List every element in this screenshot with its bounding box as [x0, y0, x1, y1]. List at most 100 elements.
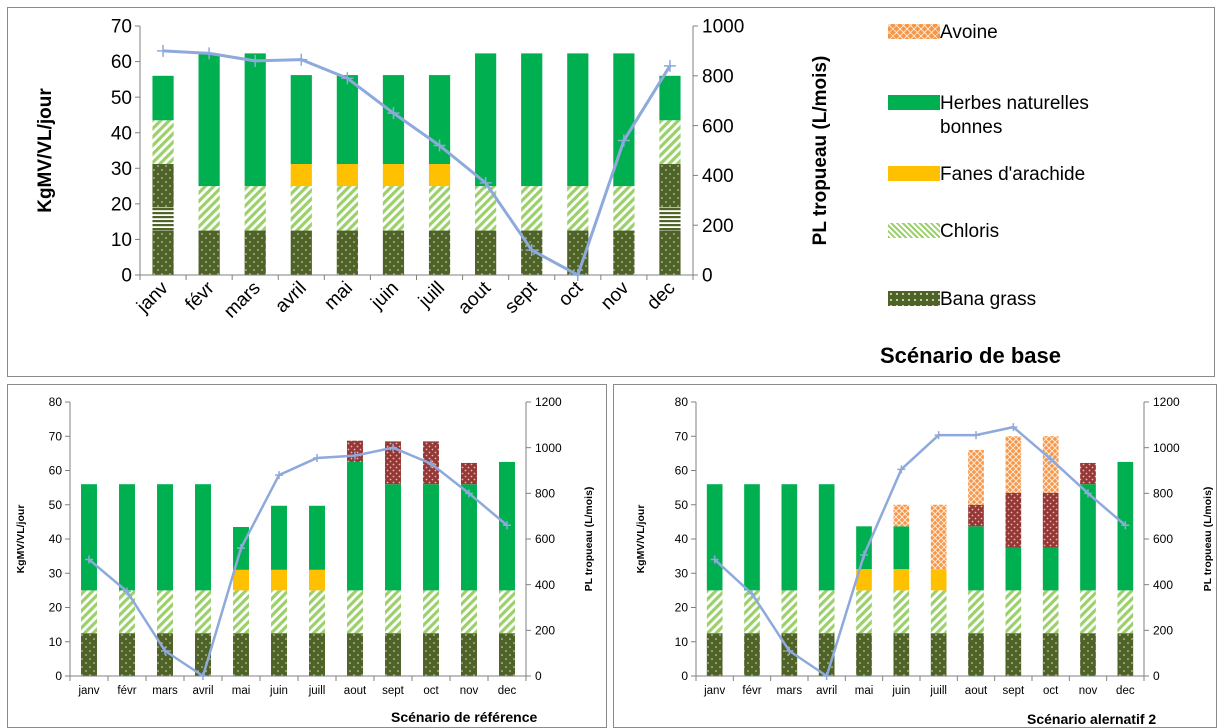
bar-segment-avoine: [968, 449, 984, 505]
line-point: [85, 555, 93, 564]
bar-segment-herbes: [893, 526, 910, 570]
bar-segment-bana: [423, 633, 439, 676]
bar-segment-chloris: [968, 590, 984, 634]
bar-segment-bana: [706, 633, 723, 676]
y2-tick-label: 0: [535, 669, 542, 683]
line-point: [479, 176, 492, 189]
y-tick-label: 60: [675, 464, 689, 478]
bar-segment-fanes: [271, 569, 287, 591]
line-point: [1121, 521, 1130, 530]
bar-segment-bana: [198, 230, 220, 275]
x-tick-label: juill: [414, 278, 449, 313]
x-tick-label: mars: [220, 278, 265, 323]
y-tick-label: 0: [55, 669, 62, 683]
line-series-pl: [162, 49, 672, 277]
bar-segment-chloris: [157, 590, 173, 634]
legend-item-fanes: Fanes d'arachide: [888, 163, 1085, 187]
y-tick-label: 20: [49, 601, 63, 615]
x-tick-label: avril: [271, 278, 310, 317]
y2-tick-label: 800: [702, 66, 734, 87]
line-point: [351, 451, 359, 460]
x-tick-label: oct: [555, 277, 588, 310]
bar-segment-herbes: [744, 484, 760, 591]
y-tick-label: 50: [49, 498, 63, 512]
bar-segment-chloris: [385, 590, 401, 634]
y2-tick-label: 600: [1153, 532, 1173, 546]
line-point: [427, 459, 435, 468]
bar-segment-chloris: [781, 590, 798, 634]
bar-segment-bana: [382, 230, 405, 275]
line-point: [822, 672, 831, 680]
y2-tick-label: 400: [535, 578, 555, 592]
line-point: [203, 47, 216, 60]
line-point: [663, 59, 676, 72]
legend-swatch-fanes: [888, 166, 940, 181]
x-tick-label: sept: [1002, 685, 1025, 697]
y-tick-label: 40: [49, 532, 63, 546]
legend-label: Avoine: [940, 22, 998, 43]
bar-segment-herbes: [347, 461, 363, 591]
line-point: [860, 550, 868, 559]
bar-segment-bana: [428, 230, 451, 275]
x-tick-label: sept: [501, 277, 542, 318]
line-point: [387, 107, 400, 120]
bar-segment-chloris: [195, 590, 211, 634]
bar-segment-bana: [309, 633, 325, 676]
y2-tick-label: 800: [1153, 487, 1173, 501]
bar-segment-herbes: [1005, 547, 1022, 591]
bar-segment-chloris: [706, 590, 723, 634]
x-tick-label: janv: [77, 685, 99, 697]
bar-segment-bana: [1042, 633, 1059, 676]
y2-axis-title: PL tropueau (L/mois): [810, 56, 831, 246]
bar-segment-chloris: [659, 120, 681, 165]
line-point: [295, 53, 308, 66]
bar-segment-bana: [1080, 633, 1096, 676]
x-tick-label: nov: [460, 685, 479, 697]
line-point: [897, 465, 906, 474]
bar-segment-herbes: [1080, 484, 1096, 591]
line-point: [199, 672, 207, 680]
line-point: [785, 646, 794, 655]
y-tick-label: 80: [675, 395, 689, 409]
x-tick-label: janv: [703, 685, 725, 697]
bar-segment-herbes: [152, 75, 174, 121]
bar-segment-herbes: [818, 484, 835, 591]
bar-segment-bana: [856, 633, 872, 676]
x-tick-label: févr: [742, 685, 761, 697]
x-tick-label: mars: [777, 685, 803, 697]
bar-segment-bana: [336, 230, 358, 275]
line-point: [1084, 489, 1092, 498]
bar-segment-herbes: [781, 484, 798, 591]
line-point: [465, 489, 473, 498]
y-tick-label: 30: [111, 159, 132, 180]
bar-segment-chloris: [1117, 590, 1134, 634]
bar-segment-bana: [659, 230, 681, 275]
y-tick-label: 80: [49, 395, 63, 409]
bar-segment-bana: [81, 633, 97, 676]
y-tick-label: 50: [675, 498, 689, 512]
chart-panel-alternatif: 0 10 20 30 40 50 60 70 80 0 200 400 600 800 1000 1200 ja…: [613, 384, 1217, 728]
bar-segment-herbes: [309, 505, 325, 570]
chart-panel-base: 0 10 20 30 40 50 60 70 0 200 400 600 800 1000 janv févr…: [7, 7, 1215, 377]
bar-segment-rouge: [461, 462, 477, 485]
y2-tick-label: 1000: [702, 17, 744, 38]
y-tick-label: 30: [49, 566, 63, 580]
y2-tick-label: 600: [535, 532, 555, 546]
bar-segment-herbes: [856, 526, 872, 570]
bar-segment-chloris: [1042, 590, 1059, 634]
x-tick-label: sept: [382, 685, 405, 697]
bar-segment-bana: [499, 633, 515, 676]
bar-segment-chloris: [336, 186, 358, 231]
line-point: [123, 587, 131, 596]
bar-segment-chloris: [461, 590, 477, 634]
bar-segment-herbes: [195, 484, 211, 591]
bar-segment-chloris: [930, 590, 947, 634]
bar-segment-rouge: [1080, 462, 1096, 485]
legend-label: Bana grass: [940, 289, 1037, 310]
bar-segment-avoine: [893, 504, 910, 527]
bar-segment-fanes: [893, 569, 910, 591]
bar-segment-bana: [271, 633, 287, 676]
bar-segment-herbes: [382, 75, 405, 165]
chart-title-alternatif: Scénario alernatif 2: [1027, 711, 1157, 727]
line-point: [275, 471, 283, 480]
